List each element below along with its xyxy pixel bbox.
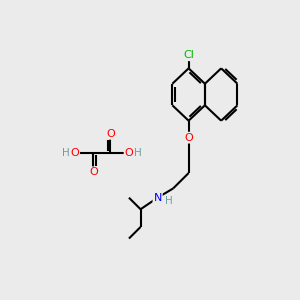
Text: H: H [165, 196, 172, 206]
Text: O: O [184, 133, 193, 142]
Text: O: O [106, 129, 115, 139]
Text: H: H [134, 148, 142, 158]
Text: O: O [124, 148, 133, 158]
Text: O: O [70, 148, 79, 158]
Text: O: O [89, 167, 98, 177]
Text: H: H [61, 148, 69, 158]
Text: N: N [153, 193, 162, 203]
Text: Cl: Cl [183, 50, 194, 60]
